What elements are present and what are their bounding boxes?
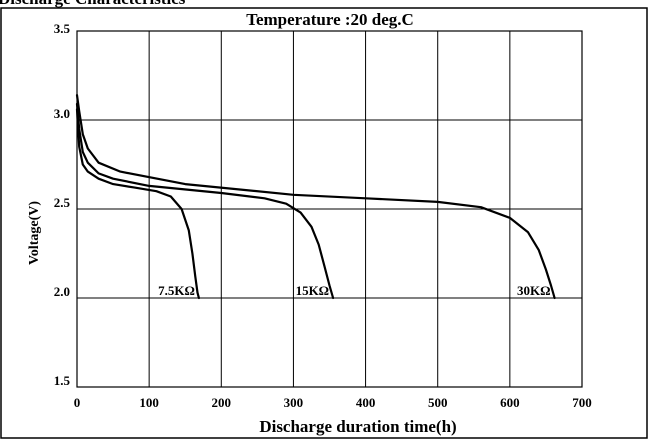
x-tick-label: 500 bbox=[428, 395, 448, 410]
x-tick-label: 600 bbox=[500, 395, 520, 410]
series-label: 15KΩ bbox=[296, 283, 330, 298]
grid bbox=[76, 30, 583, 388]
y-tick-label: 2.0 bbox=[54, 284, 70, 299]
chart-title: Temperature :20 deg.C bbox=[246, 10, 414, 29]
x-axis-label: Discharge duration time(h) bbox=[259, 417, 456, 436]
y-tick-label: 1.5 bbox=[54, 373, 71, 388]
x-tick-label: 100 bbox=[139, 395, 159, 410]
series-lines bbox=[75, 93, 556, 300]
figure-border bbox=[0, 7, 648, 439]
x-tick-label: 200 bbox=[212, 395, 232, 410]
y-tick-labels: 1.5 2.0 2.5 3.0 3.5 bbox=[54, 21, 71, 388]
series-labels: 7.5KΩ 15KΩ 30KΩ bbox=[158, 283, 550, 298]
y-tick-label: 3.0 bbox=[54, 106, 70, 121]
series-label: 7.5KΩ bbox=[158, 283, 195, 298]
y-tick-label: 2.5 bbox=[54, 195, 71, 210]
x-tick-label: 400 bbox=[356, 395, 376, 410]
header-text: Discharge Characteristics bbox=[0, 0, 186, 8]
series-line bbox=[75, 93, 556, 300]
x-tick-label: 700 bbox=[572, 395, 592, 410]
x-tick-label: 300 bbox=[284, 395, 304, 410]
series-line bbox=[75, 102, 335, 300]
x-tick-label: 0 bbox=[74, 395, 81, 410]
y-tick-label: 3.5 bbox=[54, 21, 71, 36]
x-tick-labels: 0 100 200 300 400 500 600 700 bbox=[74, 395, 592, 410]
y-axis-label: Voltage(V) bbox=[27, 201, 42, 265]
series-line bbox=[75, 108, 200, 300]
series-label: 30KΩ bbox=[517, 283, 551, 298]
